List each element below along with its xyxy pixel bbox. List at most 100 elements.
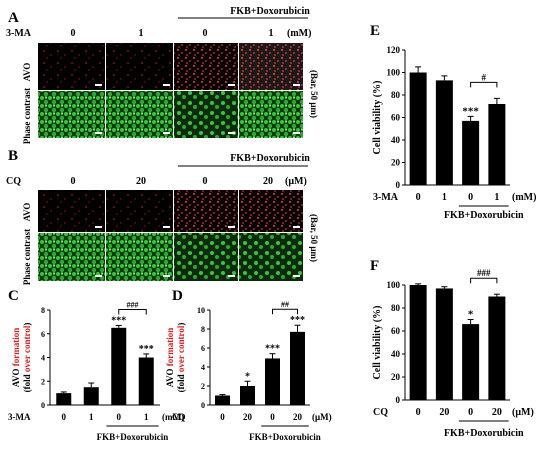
panel-c-ytick-label: 4 bbox=[41, 354, 45, 363]
panel-b-scale-note: (Bar, 50 μm) bbox=[309, 214, 319, 262]
panel-c-category-label: 0 bbox=[62, 412, 67, 422]
panel-e-ytick-label: 0 bbox=[396, 180, 401, 190]
panel-d-category-label: 20 bbox=[293, 412, 303, 422]
panel-d-ytick-label: 10 bbox=[197, 306, 205, 315]
panel-f-category-label: 20 bbox=[439, 407, 449, 418]
micrograph-b-avo-1 bbox=[38, 190, 105, 232]
panel-c-category-label: 1 bbox=[144, 412, 149, 422]
panel-e-ylabel: Cell viability (%) bbox=[372, 81, 383, 155]
micrograph-b-phase-2 bbox=[106, 233, 173, 281]
panel-c-bar bbox=[138, 357, 154, 405]
panel-e-ytick-label: 40 bbox=[391, 135, 401, 145]
panel-f-ytick-label: 60 bbox=[391, 326, 401, 336]
panel-c-ytick-label: 6 bbox=[41, 330, 45, 339]
panel-c-bar bbox=[56, 393, 72, 405]
panel-f-bar bbox=[435, 288, 453, 400]
panel-a-scale-note: (Bar, 50 μm) bbox=[309, 70, 319, 118]
panel-c-bracket bbox=[118, 308, 147, 315]
panel-d-significance: *** bbox=[290, 315, 305, 326]
panel-f-bar bbox=[409, 285, 427, 400]
panel-a-treatment-label: 3-MA bbox=[6, 28, 32, 39]
panel-e-treatment-label: 3-MA bbox=[373, 192, 399, 203]
panel-d-significance: *** bbox=[265, 344, 280, 355]
panel-a-row-label-phase: Phase contrast bbox=[22, 88, 32, 144]
panel-a-unit: (mM) bbox=[287, 28, 311, 39]
micrograph-a-phase-4 bbox=[239, 91, 303, 138]
panel-f-ytick-label: 80 bbox=[391, 303, 401, 313]
panel-letter-d: D bbox=[172, 288, 183, 304]
panel-e-bar bbox=[435, 80, 453, 185]
panel-f-bracket-label: ### bbox=[477, 268, 491, 278]
panel-d-ytick-label: 8 bbox=[201, 325, 205, 334]
panel-a-scale-bars bbox=[95, 84, 300, 134]
panel-a-dose-4: 1 bbox=[269, 28, 274, 39]
panel-a-dose-3: 0 bbox=[203, 28, 208, 39]
panel-d-treatment-label: CQ bbox=[172, 412, 186, 422]
panel-d-unit: (μM) bbox=[312, 412, 332, 422]
panel-f-bar bbox=[488, 296, 506, 400]
micrograph-a-avo-2 bbox=[106, 43, 173, 90]
panel-e-category-label: 1 bbox=[442, 192, 447, 203]
panel-e-ytick-label: 60 bbox=[391, 113, 401, 123]
panel-a-dose-1: 0 bbox=[71, 28, 76, 39]
panel-f-unit: (μM) bbox=[512, 407, 534, 418]
panel-f-ytick-label: 20 bbox=[391, 372, 401, 382]
panel-e-ytick-label: 20 bbox=[391, 158, 401, 168]
panel-c-bracket-label: ### bbox=[127, 300, 139, 309]
panel-b: B FKB+Doxorubicin CQ 0 20 0 20 (μM) AVO … bbox=[6, 148, 319, 285]
panel-f-category-label: 20 bbox=[492, 407, 502, 418]
panel-d-ytick-label: 2 bbox=[201, 382, 205, 391]
micrograph-b-phase-1 bbox=[38, 233, 105, 281]
panel-b-row-label-phase: Phase contrast bbox=[22, 229, 32, 285]
panel-c-ylabel-line1: AVO formation bbox=[11, 328, 21, 387]
panel-d-ytick-label: 6 bbox=[201, 344, 205, 353]
panel-b-dose-1: 0 bbox=[71, 176, 76, 187]
panel-e-bar bbox=[462, 120, 480, 185]
micrograph-b-avo-4 bbox=[239, 190, 303, 232]
panel-f-ytick-label: 40 bbox=[391, 349, 401, 359]
panel-e-category-label: 0 bbox=[416, 192, 421, 203]
panel-d-chart: D 0 2 4 6 8 10 AVO formation(fold over control… bbox=[165, 288, 332, 442]
panel-e-group-label: FKB+Doxorubicin bbox=[444, 210, 524, 221]
panel-f-bracket bbox=[470, 277, 498, 284]
panel-e-bar bbox=[409, 72, 427, 185]
panel-b-dose-3: 0 bbox=[203, 176, 208, 187]
panel-letter-f: F bbox=[370, 258, 379, 274]
panel-d-group-label: FKB+Doxorubicin bbox=[249, 432, 321, 442]
panel-d-bracket-label: ## bbox=[281, 300, 289, 309]
panel-c-significance: *** bbox=[111, 315, 126, 326]
panel-d-bar bbox=[290, 331, 305, 405]
panel-e-category-label: 1 bbox=[494, 192, 499, 203]
panel-letter-a: A bbox=[8, 10, 19, 26]
micrograph-a-avo-1 bbox=[38, 43, 105, 90]
panel-d-significance: * bbox=[245, 371, 250, 382]
panel-e-category-label: 0 bbox=[468, 192, 473, 203]
micrograph-a-avo-3 bbox=[174, 43, 238, 90]
panel-letter-c: C bbox=[8, 288, 19, 304]
panel-d-category-label: 20 bbox=[243, 412, 253, 422]
panel-f-category-label: 0 bbox=[416, 407, 421, 418]
panel-c-unit: (mM) bbox=[162, 412, 184, 422]
panel-c-category-label: 0 bbox=[117, 412, 122, 422]
panel-d-bracket bbox=[272, 308, 298, 315]
panel-d-ytick-label: 4 bbox=[201, 363, 205, 372]
panel-d-bar bbox=[265, 358, 280, 405]
panel-a-row-label-avo: AVO bbox=[22, 63, 32, 82]
panel-a-dose-2: 1 bbox=[139, 28, 144, 39]
micrograph-a-phase-2 bbox=[106, 91, 173, 138]
micrograph-b-avo-2 bbox=[106, 190, 173, 232]
panel-f-ytick-label: 0 bbox=[396, 395, 401, 405]
panel-d-bar bbox=[240, 386, 255, 405]
panel-b-unit: (μM) bbox=[285, 176, 307, 187]
panel-c-ytick-label: 8 bbox=[41, 306, 45, 315]
panel-c-category-label: 1 bbox=[89, 412, 94, 422]
panel-f-ylabel: Cell viability (%) bbox=[372, 306, 383, 380]
panel-d-bar bbox=[215, 395, 230, 405]
panel-d-ylabel-line2: (fold over control) bbox=[176, 323, 186, 393]
panel-letter-e: E bbox=[370, 23, 380, 39]
panel-f-group-label: FKB+Doxorubicin bbox=[444, 428, 524, 439]
panel-c-significance: *** bbox=[139, 344, 154, 355]
micrograph-a-avo-4 bbox=[239, 43, 303, 90]
panel-b-dose-4: 20 bbox=[263, 176, 273, 187]
